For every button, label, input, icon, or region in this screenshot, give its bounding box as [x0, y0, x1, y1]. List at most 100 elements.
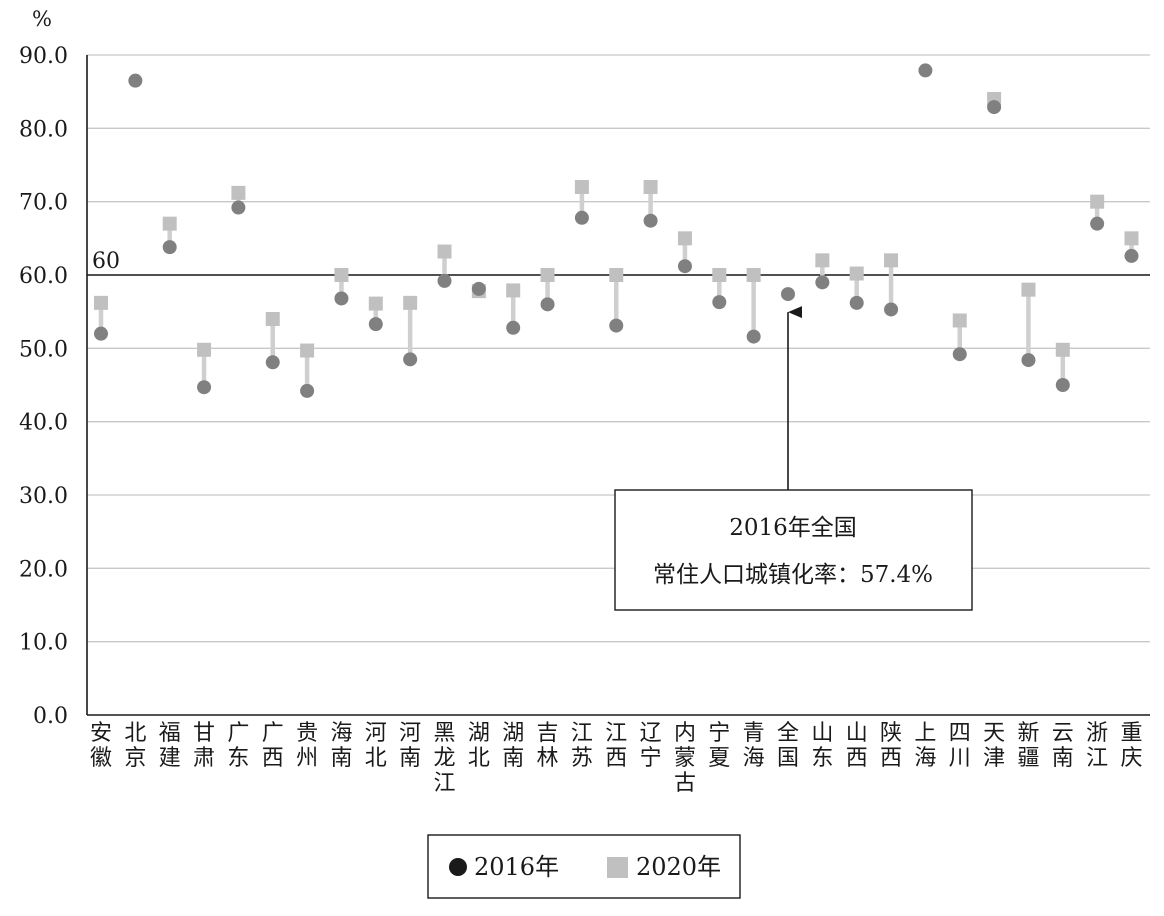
- point-2020: [609, 268, 624, 282]
- point-2016: [265, 355, 280, 370]
- point-2016: [815, 275, 830, 290]
- point-2020: [368, 296, 383, 311]
- y-tick-label: 10.0: [19, 631, 68, 656]
- point-2016: [712, 295, 727, 310]
- x-tick-label: 江苏: [571, 721, 593, 771]
- point-2016: [300, 383, 315, 398]
- point-2016: [609, 318, 624, 333]
- x-tick-label: 广西: [262, 721, 284, 771]
- y-tick-label: 80.0: [19, 117, 68, 142]
- x-tick-label: 湖南: [502, 721, 524, 771]
- x-tick-label: 辽宁: [640, 721, 662, 771]
- y-tick-label: 50.0: [19, 337, 68, 362]
- point-2016: [506, 320, 521, 335]
- point-2016: [437, 273, 452, 288]
- connector-layer: [98, 99, 1134, 391]
- legend-box: [427, 834, 741, 899]
- annotation: 2016年全国 常住人口城镇化率：57.4%: [614, 306, 973, 611]
- point-2016: [849, 295, 864, 310]
- y-unit-label: %: [32, 7, 52, 31]
- point-2016: [574, 210, 589, 225]
- point-2016: [781, 287, 795, 302]
- point-2016: [884, 302, 899, 317]
- y-tick-label: 90.0: [19, 44, 68, 69]
- x-tick-label: 天津: [983, 721, 1005, 771]
- point-2016: [403, 352, 418, 367]
- point-2016: [1124, 248, 1139, 263]
- x-tick-label: 上海: [914, 721, 936, 771]
- point-2020: [1124, 231, 1139, 246]
- point-2020: [265, 312, 280, 326]
- point-2016: [94, 326, 108, 341]
- point-2020: [849, 266, 864, 281]
- x-tick-label: 全国: [777, 721, 799, 771]
- point-2020: [1021, 282, 1036, 297]
- x-tick-label: 内蒙古: [674, 721, 696, 796]
- x-tick-label: 云南: [1052, 721, 1074, 771]
- x-tick-label: 福建: [159, 721, 181, 771]
- x-tick-label: 重庆: [1120, 721, 1142, 771]
- point-2016: [231, 200, 246, 215]
- point-2020: [94, 295, 108, 310]
- point-2016: [197, 380, 212, 395]
- legend-marker-2016: [449, 858, 467, 876]
- point-2016: [918, 63, 933, 78]
- x-tick-label: 黑龙江: [433, 721, 455, 796]
- axis-layer: [86, 55, 1150, 716]
- point-2020: [334, 268, 349, 282]
- x-tick-label: 吉林: [537, 721, 559, 771]
- point-2016: [1090, 216, 1105, 231]
- point-2020: [952, 313, 967, 328]
- point-2020: [884, 253, 899, 268]
- legend-label-2016: 2016年: [474, 853, 559, 881]
- point-2020: [403, 295, 418, 310]
- legend: 2016年 2020年: [427, 834, 741, 899]
- point-2016: [540, 297, 555, 312]
- x-tick-label: 湖北: [468, 721, 490, 771]
- x-tick-label: 陕西: [880, 721, 902, 771]
- point-2016: [952, 347, 967, 362]
- marker-layer: [94, 63, 1139, 398]
- point-2016: [162, 240, 177, 255]
- point-2020: [231, 185, 246, 200]
- x-tick-label: 广东: [227, 721, 249, 771]
- point-2016: [1021, 353, 1036, 368]
- y-tick-label: 20.0: [19, 557, 68, 582]
- x-tick-label: 河北: [365, 721, 387, 771]
- point-2016: [128, 73, 143, 88]
- x-tick-label: 北京: [124, 721, 146, 771]
- annotation-line-1: 2016年全国: [729, 515, 857, 541]
- x-tick-label: 山东: [811, 721, 833, 771]
- point-2020: [712, 268, 727, 282]
- x-tick-label: 甘肃: [193, 721, 215, 771]
- x-tick-label: 江西: [605, 721, 627, 771]
- point-2020: [506, 283, 521, 298]
- point-2020: [574, 180, 589, 194]
- y-tick-label: 0.0: [33, 704, 68, 729]
- point-2016: [1055, 378, 1070, 392]
- annotation-line-2: 常住人口城镇化率：57.4%: [653, 562, 933, 588]
- point-2020: [437, 244, 452, 259]
- x-tick-label: 浙江: [1086, 721, 1108, 771]
- x-tick-label: 宁夏: [708, 721, 730, 771]
- point-2020: [677, 231, 692, 246]
- y-tick-label: 70.0: [19, 191, 68, 216]
- annotation-box: [614, 489, 973, 611]
- point-2020: [300, 343, 315, 358]
- point-2016: [987, 100, 1002, 115]
- x-tick-label: 山西: [846, 721, 868, 771]
- x-tick-label: 海南: [330, 721, 352, 771]
- point-2016: [471, 281, 486, 296]
- point-2016: [368, 317, 383, 332]
- x-tick-label: 贵州: [296, 721, 318, 771]
- point-2020: [815, 253, 830, 268]
- reference-line-label: 60: [92, 249, 120, 274]
- point-2020: [643, 180, 658, 194]
- x-tick-label: 四川: [949, 721, 971, 771]
- point-2020: [162, 216, 177, 231]
- legend-marker-2020: [607, 857, 628, 878]
- x-tick-label: 新疆: [1017, 721, 1039, 771]
- y-tick-label: 30.0: [19, 484, 68, 509]
